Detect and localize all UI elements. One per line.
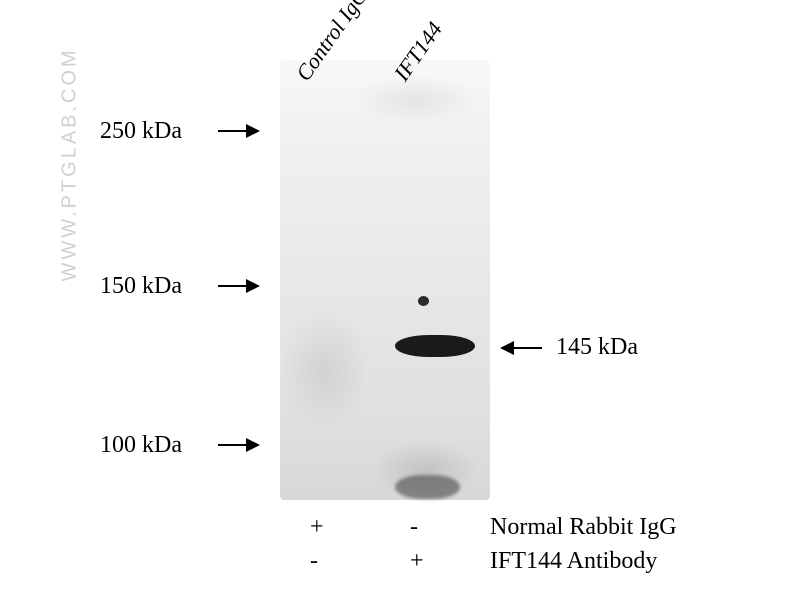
band-dot <box>418 296 429 306</box>
blot-membrane <box>280 60 490 500</box>
arrow-right-icon <box>218 285 258 287</box>
mw-label-150: 150 kDa <box>100 273 182 300</box>
band-faint-bottom <box>395 475 460 499</box>
blot-shade <box>280 310 370 430</box>
mw-label-100: 100 kDa <box>100 432 182 459</box>
band-main-145kda <box>395 335 475 357</box>
legend-lane2-row2: + <box>410 548 424 575</box>
blot-shade <box>350 75 480 125</box>
legend-lane2-row1: - <box>410 514 418 541</box>
arrow-left-icon <box>502 347 542 349</box>
mw-label-250: 250 kDa <box>100 118 182 145</box>
legend-lane1-row1: + <box>310 514 324 541</box>
watermark-text: WWW.PTGLAB.COM <box>59 47 82 281</box>
western-blot-figure: WWW.PTGLAB.COM Control IgG IFT144 250 kD… <box>0 0 800 600</box>
arrow-right-icon <box>218 444 258 446</box>
legend-label-row2: IFT144 Antibody <box>490 548 657 575</box>
legend-lane1-row2: - <box>310 548 318 575</box>
band-label-145: 145 kDa <box>556 334 638 361</box>
legend-label-row1: Normal Rabbit IgG <box>490 514 677 541</box>
arrow-right-icon <box>218 130 258 132</box>
